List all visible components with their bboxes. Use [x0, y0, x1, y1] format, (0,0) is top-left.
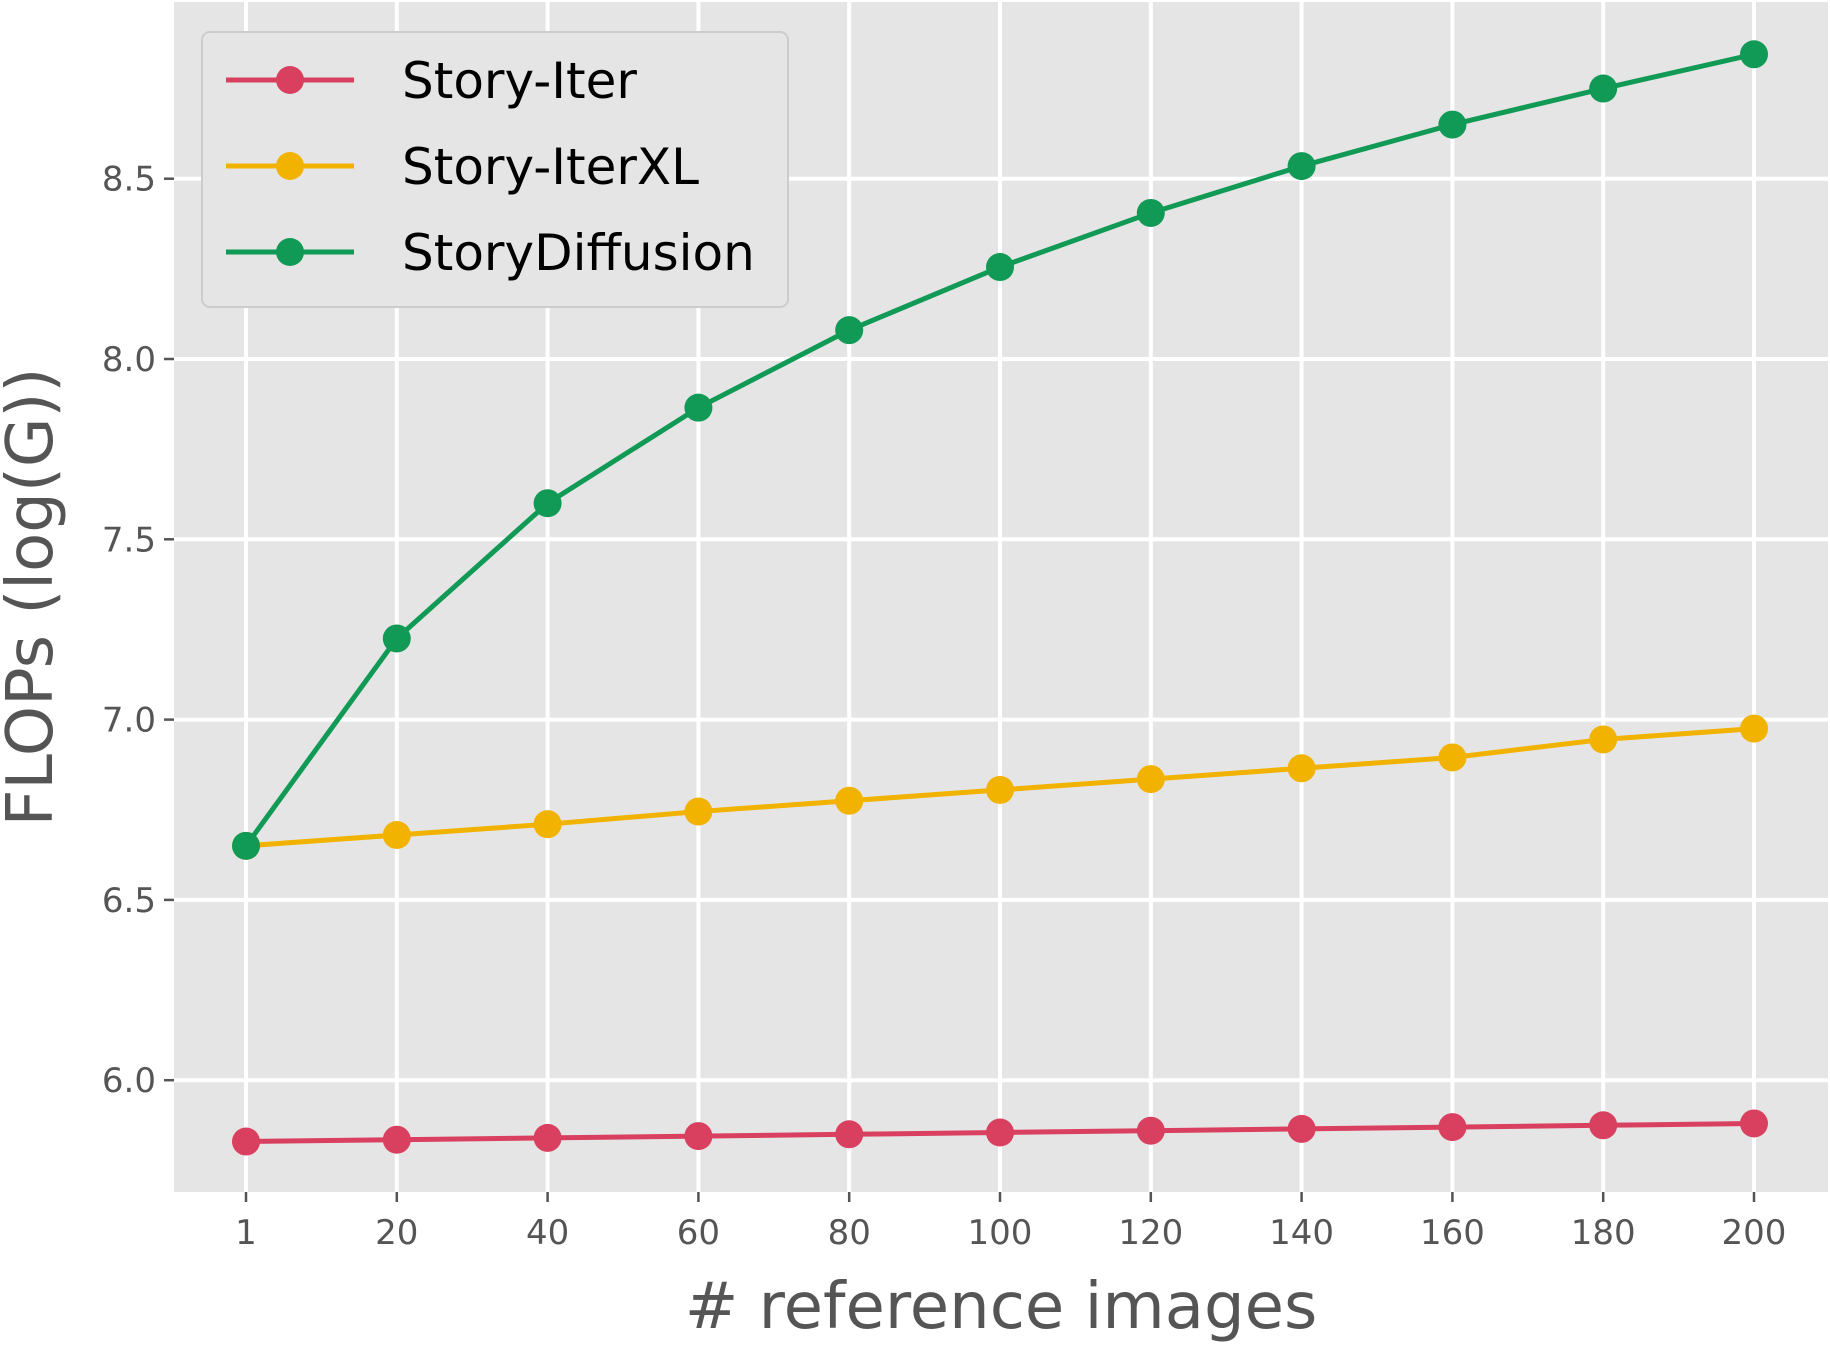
- data-point-storydiffusion: [533, 489, 562, 518]
- data-point-story-iter: [835, 1120, 864, 1149]
- data-point-story-iterxl: [533, 810, 562, 839]
- data-point-story-iter: [1287, 1114, 1316, 1143]
- x-axis-title: # reference images: [685, 1270, 1318, 1344]
- data-point-story-iterxl: [986, 775, 1014, 804]
- x-tick-label: 140: [1269, 1213, 1334, 1253]
- x-tick-label: 40: [526, 1213, 569, 1253]
- series-story-iterxl: [232, 714, 1768, 860]
- series-story-iter: [232, 1109, 1768, 1156]
- data-point-story-iterxl: [835, 786, 864, 815]
- data-point-story-iterxl: [684, 797, 713, 826]
- data-point-story-iterxl: [1438, 743, 1467, 772]
- x-tick-label: 60: [677, 1213, 720, 1253]
- legend-label-story-iter: Story-Iter: [402, 52, 637, 110]
- data-point-storydiffusion: [835, 316, 864, 345]
- x-tick-label: 80: [828, 1213, 871, 1253]
- data-point-storydiffusion: [986, 253, 1014, 282]
- y-tick-label: 8.5: [102, 160, 156, 200]
- data-point-storydiffusion: [232, 831, 260, 860]
- y-axis-title: FLOPs (log(G)): [0, 368, 68, 827]
- data-point-story-iter: [1136, 1116, 1165, 1145]
- data-point-story-iter: [382, 1125, 411, 1154]
- data-point-storydiffusion: [382, 624, 411, 653]
- data-point-story-iter: [986, 1118, 1014, 1147]
- data-point-storydiffusion: [1136, 198, 1165, 227]
- series-storydiffusion: [232, 40, 1768, 860]
- tick-layer: 1 20 40 60 80 100 120 140 160 180 2006.06.57.07.58…: [102, 160, 1787, 1253]
- data-point-story-iterxl: [1136, 765, 1165, 794]
- x-tick-label: 100: [968, 1213, 1033, 1253]
- data-point-story-iterxl: [382, 821, 411, 849]
- data-point-story-iter: [684, 1122, 713, 1151]
- series-layer: [232, 40, 1768, 1156]
- data-point-story-iter: [1740, 1109, 1768, 1138]
- legend: Story-Iter Story-IterXL StoryDiffusion: [201, 31, 789, 308]
- data-point-storydiffusion: [1589, 74, 1618, 103]
- data-point-storydiffusion: [1287, 152, 1316, 181]
- data-point-storydiffusion: [1438, 110, 1467, 139]
- legend-label-story-iterxl: Story-IterXL: [402, 138, 699, 196]
- data-point-story-iterxl: [1589, 725, 1618, 754]
- data-point-storydiffusion: [684, 393, 713, 422]
- data-point-story-iter: [1438, 1113, 1467, 1142]
- data-point-story-iterxl: [1740, 714, 1768, 743]
- x-tick-label: 200: [1722, 1213, 1787, 1253]
- data-point-story-iter: [232, 1127, 260, 1156]
- legend-label-storydiffusion: StoryDiffusion: [402, 224, 755, 282]
- y-tick-label: 6.0: [102, 1061, 156, 1101]
- x-tick-label: 120: [1118, 1213, 1183, 1253]
- data-point-story-iterxl: [1287, 754, 1316, 783]
- x-tick-label: 160: [1420, 1213, 1485, 1253]
- y-tick-label: 8.0: [102, 340, 156, 380]
- x-tick-label: 20: [375, 1213, 418, 1253]
- legend-marker-story-iterxl: [276, 152, 304, 180]
- legend-marker-storydiffusion: [276, 238, 304, 266]
- data-point-story-iter: [533, 1123, 562, 1152]
- x-tick-label: 180: [1571, 1213, 1636, 1253]
- legend-marker-story-iter: [276, 66, 304, 94]
- data-point-story-iter: [1589, 1111, 1618, 1140]
- y-tick-label: 7.0: [102, 701, 156, 741]
- legend-box: [201, 31, 789, 308]
- data-point-storydiffusion: [1740, 40, 1768, 69]
- x-tick-label: 1: [235, 1213, 257, 1253]
- y-tick-label: 7.5: [102, 520, 156, 560]
- y-tick-label: 6.5: [102, 881, 156, 921]
